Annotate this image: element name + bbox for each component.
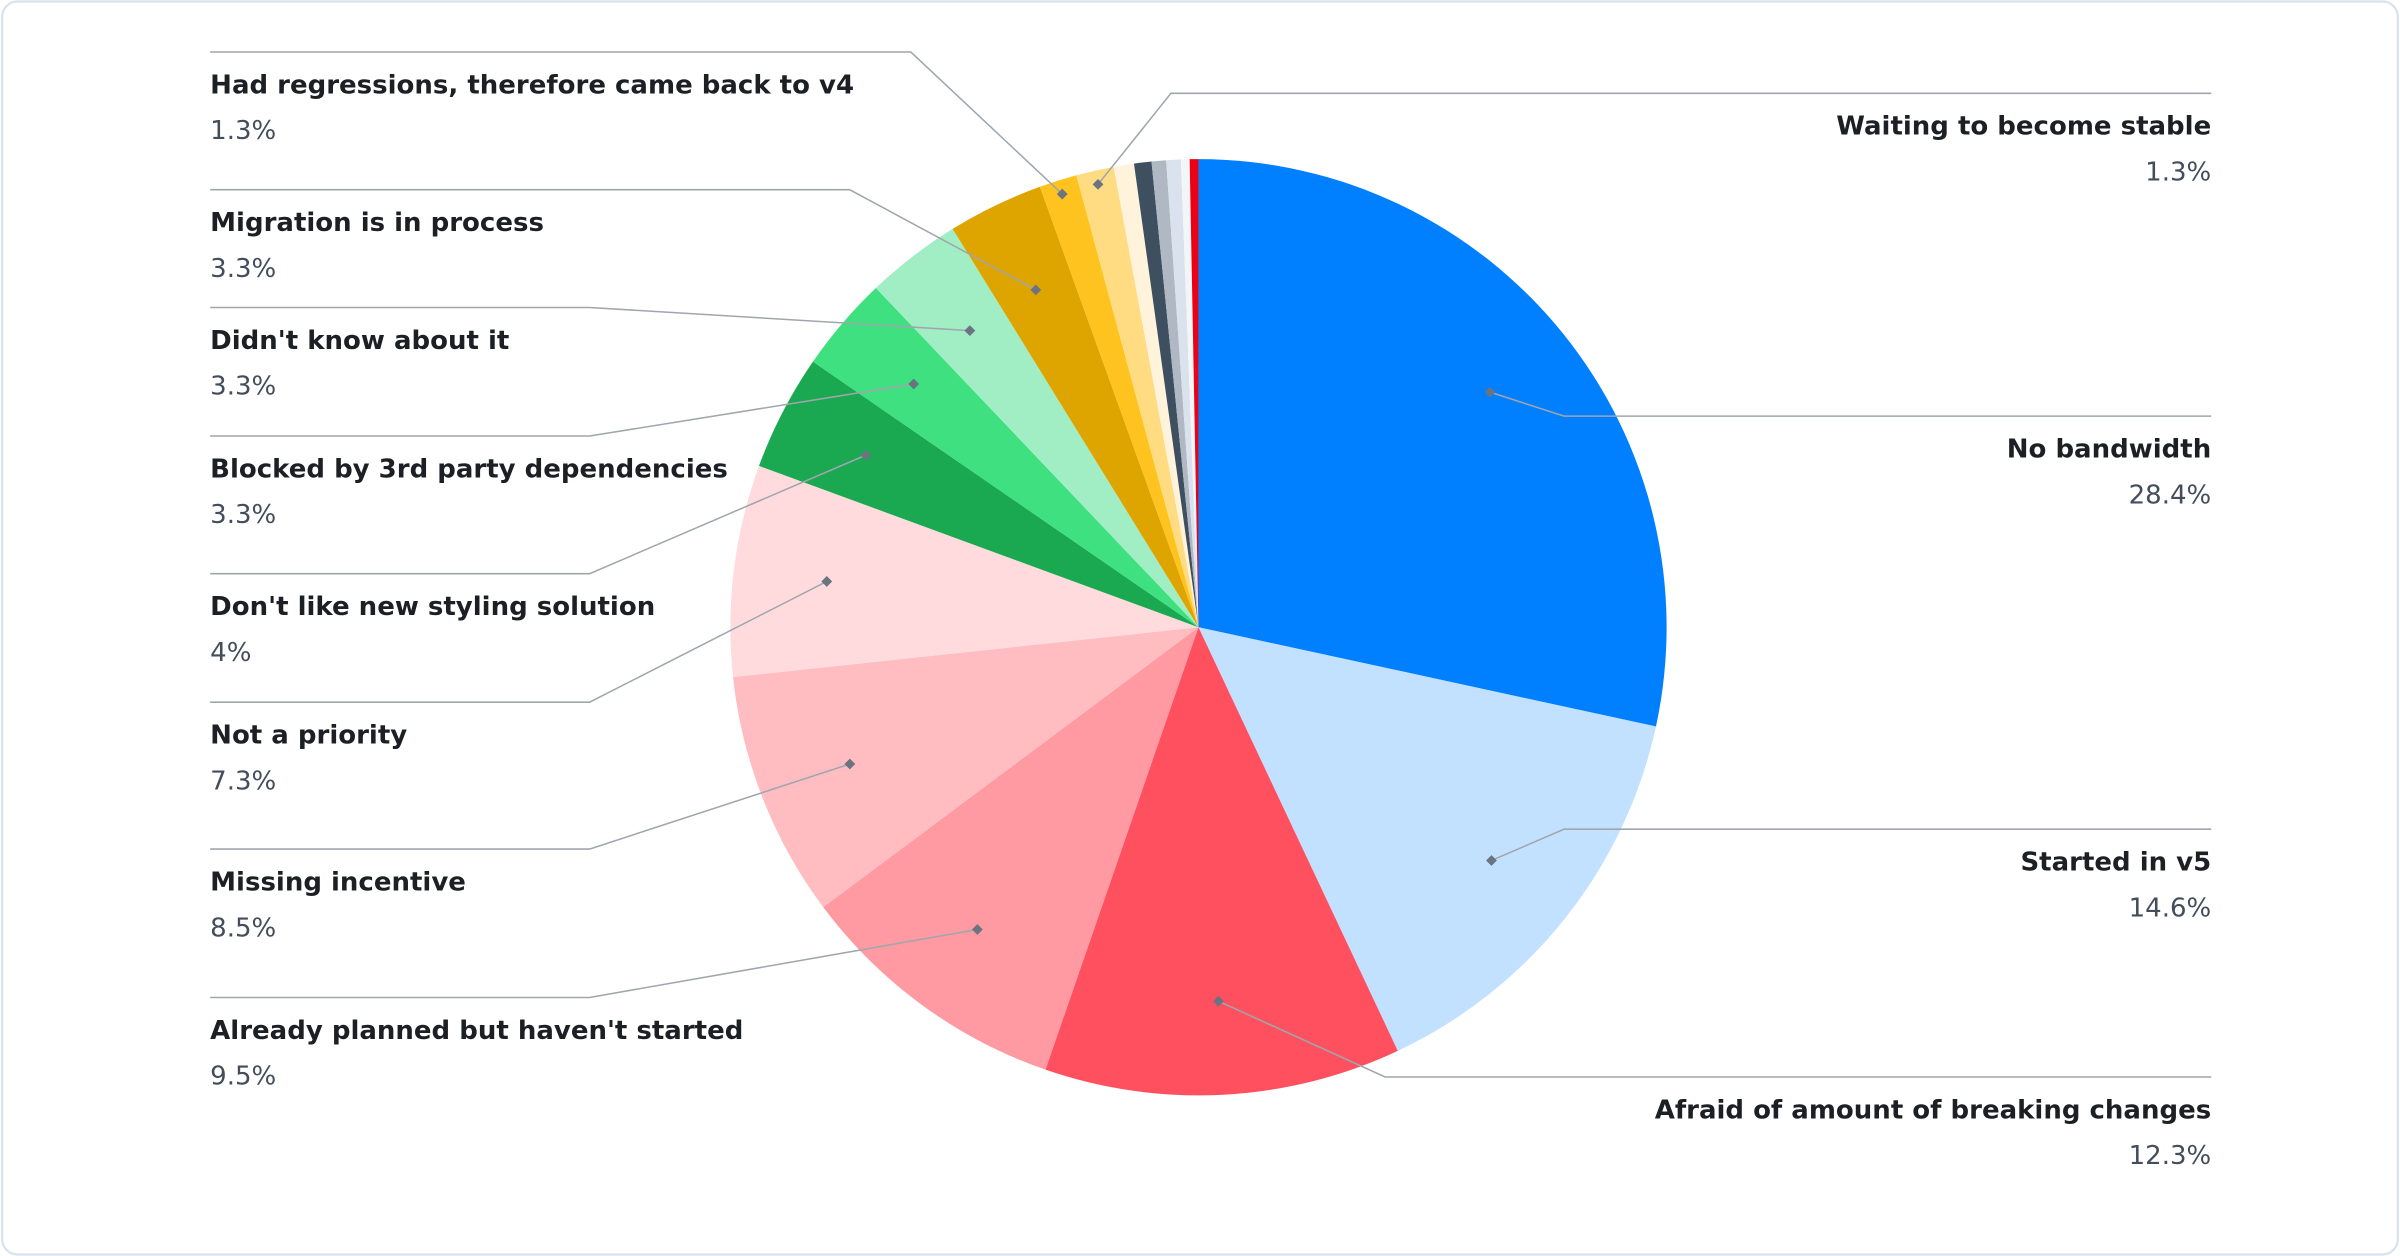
slice-value: 4% [210,638,251,668]
slice-label: Not a priority [210,721,407,751]
pie-slice [1039,175,1199,628]
slice-value: 1.3% [210,116,276,146]
slice-label: Migration is in process [210,208,544,238]
pie-slice [823,627,1199,1070]
leader-dot [1030,284,1042,296]
pie-slice [730,465,1199,678]
slice-value: 3.3% [210,372,276,402]
leader-line [1097,92,2212,185]
pie-slice [875,228,1199,628]
pie-slice [1180,159,1199,628]
leader-dot [860,449,872,461]
slice-value: 3.3% [210,254,276,284]
slice-value: 7.3% [210,766,276,796]
leader-line [210,383,914,437]
slice-label: Didn't know about it [210,326,509,356]
slice-value: 8.5% [210,913,276,943]
slice-label: Blocked by 3rd party dependencies [210,454,728,484]
leader-dot [964,325,976,337]
pie-slice [1076,166,1199,628]
slice-label: Started in v5 [2020,847,2211,877]
leader-line [210,763,851,850]
leader-line [1489,391,2212,417]
pie-slice [733,627,1199,908]
leader-line [210,51,1063,195]
leader-dot [844,758,856,770]
pie-slice [1045,627,1398,1096]
slice-label: No bandwidth [2007,434,2211,464]
slice-value: 1.3% [2145,158,2211,188]
leader-line [210,306,970,332]
leader-line [210,188,1037,291]
leader-dot [908,378,920,390]
pie-slice [1189,159,1199,628]
leader-dot [1092,178,1104,190]
leader-dot [1484,386,1496,398]
slice-value: 14.6% [2129,893,2212,923]
pie-slice [1113,163,1199,628]
pie-slice [1198,159,1667,727]
leader-line [1218,1000,2212,1078]
slice-label: Missing incentive [210,867,466,897]
leader-line [1491,828,2212,862]
pie-slice [1198,627,1656,1051]
pie [730,159,1667,1096]
slice-value: 28.4% [2129,480,2212,510]
slice-label: Already planned but haven't started [210,1016,743,1046]
pie-slice [812,288,1199,628]
leader-line [210,580,828,703]
leader-dot [1213,995,1224,1007]
slice-value: 12.3% [2129,1141,2212,1171]
labels: No bandwidth 28.4% Started in v5 14.6% Afrai… [210,51,2212,1171]
slice-label: Don't like new styling solution [210,592,655,622]
pie-slice [1151,160,1199,628]
leader-line [210,928,978,999]
pie-slice [759,361,1199,628]
leader-dot [971,924,983,935]
slice-value: 9.5% [210,1062,276,1092]
slice-label: Had regressions, therefore came back to … [210,70,854,100]
slice-label: Afraid of amount of breaking changes [1655,1095,2212,1125]
pie-slice [1133,161,1199,628]
leader-dot [821,576,833,587]
leader-line [210,454,867,575]
pie-slice [1166,159,1199,628]
pie-slice [952,186,1199,628]
slice-value: 3.3% [210,500,276,530]
slice-label: Waiting to become stable [1836,112,2211,142]
leader-dot [1486,855,1497,866]
